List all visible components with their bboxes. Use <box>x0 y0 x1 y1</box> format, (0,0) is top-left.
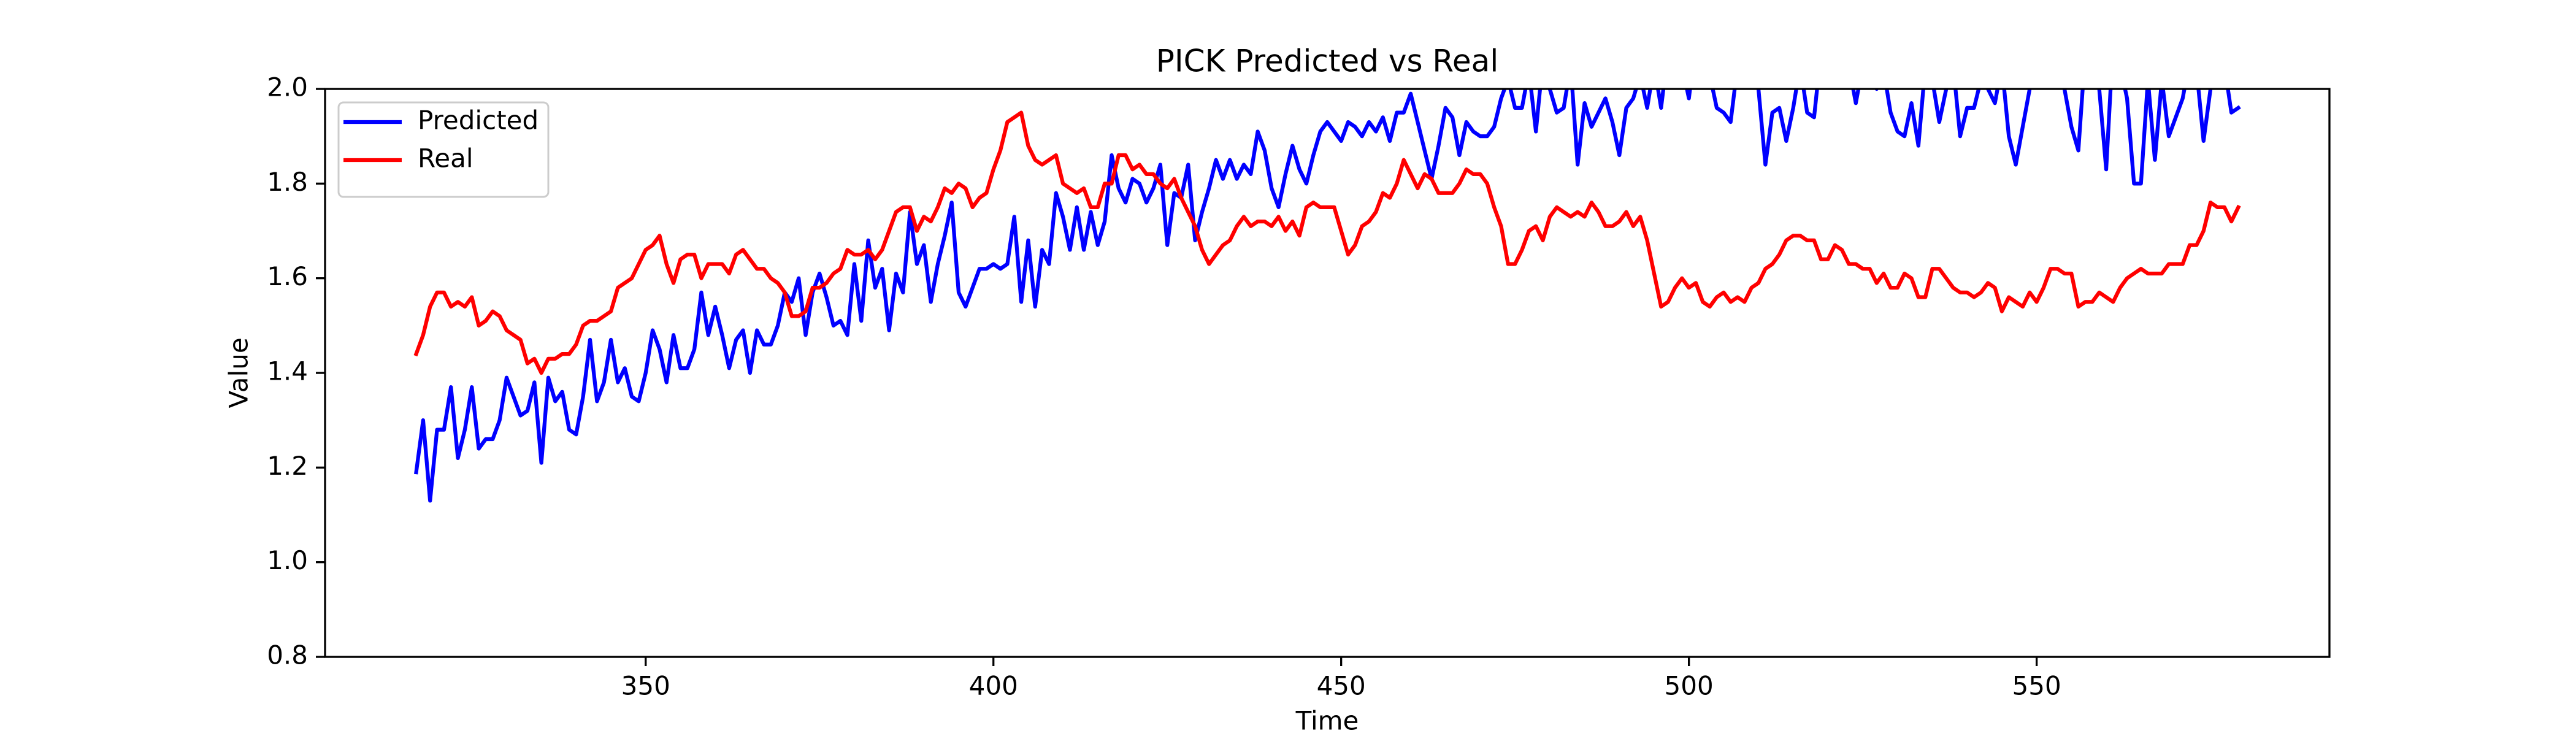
legend-label: Real <box>418 144 473 174</box>
legend-box <box>337 101 550 198</box>
y-tick-label: 1.0 <box>267 545 308 575</box>
x-tick-label: 550 <box>2012 671 2061 701</box>
legend-label: Predicted <box>418 105 539 136</box>
y-tick-label: 1.8 <box>267 167 308 197</box>
y-tick-label: 1.6 <box>267 261 308 291</box>
x-tick-label: 500 <box>1665 671 1714 701</box>
x-tick-label: 400 <box>969 671 1018 701</box>
y-tick-label: 1.4 <box>267 356 308 386</box>
y-tick-label: 2.0 <box>267 72 308 102</box>
x-tick-label: 450 <box>1317 671 1366 701</box>
plot-area <box>413 89 2241 503</box>
x-axis-label: Time <box>1295 706 1359 736</box>
series-line <box>413 110 2241 375</box>
x-tick-label: 350 <box>621 671 670 701</box>
chart-title: PICK Predicted vs Real <box>1156 44 1498 79</box>
y-tick-label: 1.2 <box>267 451 308 481</box>
y-tick-label: 0.8 <box>267 640 308 670</box>
y-axis-label: Value <box>224 337 254 408</box>
plot-frame <box>324 88 2331 658</box>
series-line <box>414 89 2241 503</box>
